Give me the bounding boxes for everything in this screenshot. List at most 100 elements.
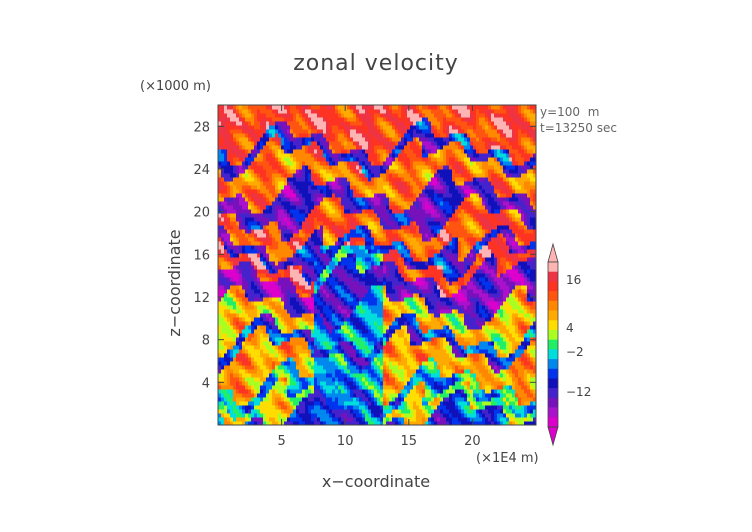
field-cell <box>467 413 471 418</box>
field-cell <box>248 277 252 282</box>
field-cell <box>440 317 444 322</box>
field-cell <box>530 237 534 242</box>
field-cell <box>461 421 465 426</box>
field-cell <box>383 325 387 330</box>
field-cell <box>416 421 420 426</box>
field-cell <box>464 317 468 322</box>
field-cell <box>392 393 396 398</box>
field-cell <box>332 417 336 422</box>
field-cell <box>416 369 420 374</box>
field-cell <box>407 289 411 294</box>
field-cell <box>245 241 249 246</box>
field-cell <box>341 381 345 386</box>
field-cell <box>251 297 255 302</box>
field-cell <box>245 329 249 334</box>
field-cell <box>221 309 225 314</box>
field-cell <box>458 361 462 366</box>
field-cell <box>464 341 468 346</box>
field-cell <box>515 361 519 366</box>
field-cell <box>377 369 381 374</box>
field-cell <box>263 325 267 330</box>
field-cell <box>527 261 531 266</box>
field-cell <box>476 237 480 242</box>
field-cell <box>356 365 360 370</box>
field-cell <box>359 357 363 362</box>
field-cell <box>317 353 321 358</box>
field-cell <box>248 333 252 338</box>
field-cell <box>407 349 411 354</box>
field-cell <box>272 265 276 270</box>
field-cell <box>266 325 270 330</box>
field-cell <box>338 413 342 418</box>
field-cell <box>257 241 261 246</box>
field-cell <box>467 293 471 298</box>
field-cell <box>389 325 393 330</box>
field-cell <box>236 285 240 290</box>
field-cell <box>374 241 378 246</box>
field-cell <box>479 249 483 254</box>
field-cell <box>509 373 513 378</box>
field-cell <box>356 277 360 282</box>
field-cell <box>275 377 279 382</box>
field-cell <box>272 401 276 406</box>
field-cell <box>293 405 297 410</box>
field-cell <box>431 269 435 274</box>
field-cell <box>524 421 528 426</box>
field-cell <box>470 421 474 426</box>
field-cell <box>293 401 297 406</box>
field-cell <box>410 249 414 254</box>
field-cell <box>254 273 258 278</box>
field-cell <box>494 305 498 310</box>
field-cell <box>278 345 282 350</box>
field-cell <box>482 265 486 270</box>
field-cell <box>524 389 528 394</box>
field-cell <box>416 317 420 322</box>
field-cell <box>311 397 315 402</box>
field-cell <box>284 421 288 426</box>
field-cell <box>488 325 492 330</box>
field-cell <box>515 261 519 266</box>
field-cell <box>287 317 291 322</box>
field-cell <box>410 277 414 282</box>
field-cell <box>278 325 282 330</box>
field-cell <box>314 381 318 386</box>
field-cell <box>332 301 336 306</box>
field-cell <box>488 265 492 270</box>
field-cell <box>227 397 231 402</box>
field-cell <box>335 337 339 342</box>
field-cell <box>368 313 372 318</box>
field-cell <box>404 257 408 262</box>
field-cell <box>425 389 429 394</box>
field-cell <box>479 333 483 338</box>
field-cell <box>356 317 360 322</box>
field-cell <box>428 281 432 286</box>
field-cell <box>371 321 375 326</box>
field-cell <box>449 373 453 378</box>
field-cell <box>323 261 327 266</box>
field-cell <box>440 253 444 258</box>
field-cell <box>515 373 519 378</box>
field-cell <box>383 397 387 402</box>
field-cell <box>503 277 507 282</box>
field-cell <box>449 257 453 262</box>
field-cell <box>254 361 258 366</box>
field-cell <box>407 341 411 346</box>
field-cell <box>344 293 348 298</box>
field-cell <box>518 237 522 242</box>
field-cell <box>368 257 372 262</box>
field-cell <box>443 277 447 282</box>
field-cell <box>491 345 495 350</box>
field-cell <box>479 329 483 334</box>
field-cell <box>305 281 309 286</box>
field-cell <box>395 273 399 278</box>
field-cell <box>374 301 378 306</box>
field-cell <box>221 421 225 426</box>
field-cell <box>395 373 399 378</box>
field-cell <box>308 413 312 418</box>
field-cell <box>476 253 480 258</box>
field-cell <box>446 337 450 342</box>
field-cell <box>329 377 333 382</box>
field-cell <box>335 253 339 258</box>
field-cell <box>533 297 537 302</box>
field-cell <box>245 385 249 390</box>
